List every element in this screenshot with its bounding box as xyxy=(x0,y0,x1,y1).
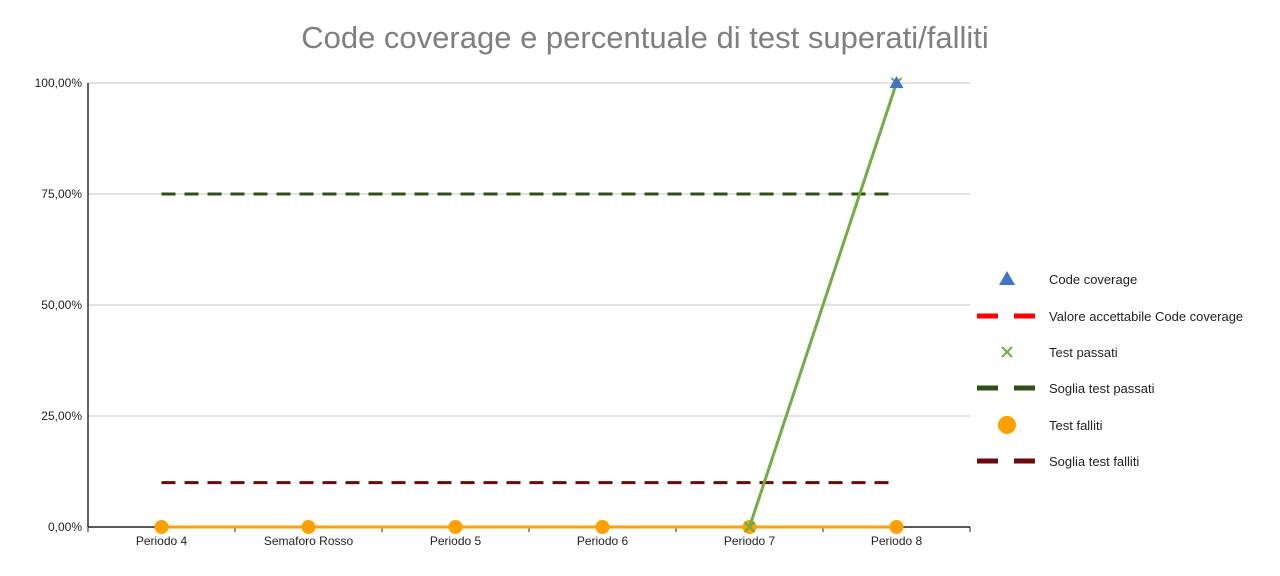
legend-item: Valore accettabile Code coverage xyxy=(977,309,1243,324)
legend-label: Test falliti xyxy=(1049,418,1103,433)
legend-label: Soglia test falliti xyxy=(1049,454,1139,469)
y-tick-label: 75,00% xyxy=(41,187,82,201)
series-line-2 xyxy=(748,82,898,528)
legend-symbol-x xyxy=(1001,346,1013,358)
legend-label: Code coverage xyxy=(1049,272,1137,287)
legend-item: Soglia test falliti xyxy=(977,454,1139,469)
legend-item: Soglia test passati xyxy=(977,381,1155,396)
y-tick-label: 0,00% xyxy=(48,520,82,534)
x-tick-label: Periodo 7 xyxy=(724,534,776,548)
data-point-code-coverage xyxy=(889,76,904,88)
data-point-test-passati xyxy=(743,521,756,533)
data-point-test-falliti xyxy=(595,520,610,534)
x-tick-label: Periodo 8 xyxy=(871,534,923,548)
y-tick-label: 100,00% xyxy=(35,76,83,90)
legend-label: Valore accettabile Code coverage xyxy=(1049,309,1243,324)
data-point-test-falliti xyxy=(301,520,316,534)
x-tick-label: Periodo 6 xyxy=(577,534,629,548)
legend-item: Test falliti xyxy=(998,416,1103,434)
legend-item: Code coverage xyxy=(999,271,1137,287)
data-point-test-falliti xyxy=(448,520,463,534)
legend-symbol-circle xyxy=(998,416,1016,434)
y-tick-label: 50,00% xyxy=(41,298,82,312)
legend-symbol-triangle xyxy=(999,271,1015,285)
x-tick-label: Semaforo Rosso xyxy=(264,534,354,548)
legend-item: Test passati xyxy=(1001,345,1118,360)
x-tick-label: Periodo 4 xyxy=(136,534,188,548)
legend-label: Test passati xyxy=(1049,345,1118,360)
y-tick-label: 25,00% xyxy=(41,409,82,423)
chart-title: Code coverage e percentuale di test supe… xyxy=(301,20,989,55)
legend-label: Soglia test passati xyxy=(1049,381,1155,396)
data-point-test-falliti xyxy=(889,520,904,534)
data-point-test-falliti xyxy=(154,520,169,534)
x-mark-stroke xyxy=(743,521,756,533)
x-tick-label: Periodo 5 xyxy=(430,534,482,548)
